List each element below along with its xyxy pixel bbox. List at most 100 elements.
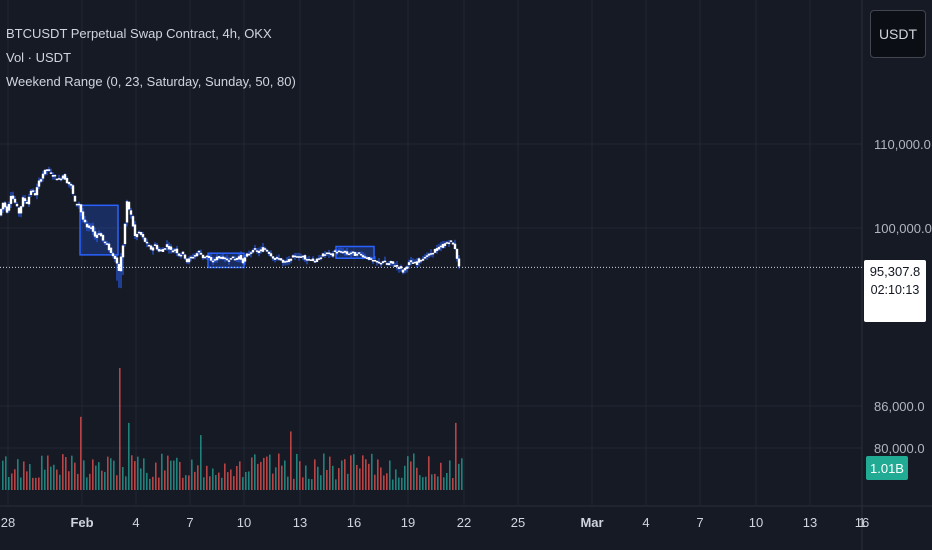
candle-body — [349, 252, 353, 255]
volume-bar — [62, 454, 64, 490]
volume-bar — [215, 475, 217, 490]
volume-bar — [344, 459, 346, 490]
candle-body — [421, 258, 425, 261]
volume-bar — [401, 477, 403, 490]
candle-body — [385, 263, 389, 265]
volume-bar — [194, 471, 196, 490]
candle-body — [419, 260, 423, 262]
candle-body — [181, 251, 185, 254]
volume-bar — [47, 455, 49, 490]
candle-body — [311, 258, 315, 262]
price-axis[interactable]: 110,000.0 100,000.0 86,000.0 80,000.0 — [874, 137, 932, 456]
volume-bar — [224, 463, 226, 490]
volume-bar — [404, 465, 406, 490]
candle-body — [57, 178, 61, 180]
volume-bar — [83, 460, 85, 490]
time-tick-label: 7 — [186, 515, 193, 530]
candle-body — [243, 257, 247, 262]
volume-bar — [128, 422, 130, 490]
volume-bar — [137, 456, 139, 490]
currency-button[interactable]: USDT — [870, 10, 926, 58]
weekend-range-indicator-title[interactable]: Weekend Range (0, 23, Saturday, Sunday, … — [6, 74, 296, 89]
candle-body — [267, 251, 271, 254]
candle-body — [451, 242, 455, 245]
volume-bar — [428, 456, 430, 490]
volume-indicator-title[interactable]: Vol · USDT — [6, 50, 72, 65]
candle-body — [377, 261, 381, 264]
symbol-title[interactable]: BTCUSDT Perpetual Swap Contract, 4h, OKX — [6, 26, 272, 41]
candle-body — [239, 255, 243, 260]
candle-body — [219, 256, 223, 259]
candle-body — [309, 259, 313, 262]
volume-bar — [44, 469, 46, 490]
time-tick-label: 28 — [1, 515, 15, 530]
time-tick-label: 16 — [855, 515, 869, 530]
candle-body — [209, 257, 213, 261]
volume-bar — [197, 465, 199, 490]
candle-body — [413, 261, 417, 264]
volume-bar — [179, 462, 181, 490]
volume-bar — [239, 461, 241, 490]
candle-body — [221, 256, 225, 260]
volume-bar — [383, 475, 385, 490]
candle-body — [373, 259, 377, 262]
candle-body — [281, 259, 285, 263]
volume-bar — [161, 453, 163, 490]
volume-bar — [257, 463, 259, 490]
candle-body — [241, 258, 245, 264]
candle-body — [323, 254, 327, 256]
volume-bar — [455, 422, 457, 490]
time-tick-label: 22 — [457, 515, 471, 530]
volume-bar — [98, 462, 100, 490]
candle-body — [347, 253, 351, 256]
candles — [0, 166, 461, 289]
volume-bar — [353, 454, 355, 490]
volume-value-label: 1.01B — [866, 456, 908, 480]
volume-bar — [296, 453, 298, 490]
candle-body — [3, 202, 7, 208]
candle-body — [43, 169, 47, 175]
candle-body — [51, 174, 55, 177]
volume-bar — [386, 473, 388, 490]
candle-body — [159, 249, 163, 252]
last-price-label: 95,307.8 02:10:13 — [864, 260, 926, 322]
candle-body — [395, 265, 399, 267]
volume-bar — [146, 472, 148, 490]
volume-bar — [395, 469, 397, 490]
time-tick-label: 7 — [696, 515, 703, 530]
candle-body — [431, 252, 435, 255]
candle-body — [215, 256, 219, 261]
candle-body — [423, 256, 427, 259]
candle-body — [417, 258, 421, 263]
candle-body — [329, 253, 333, 255]
candle-body — [217, 256, 221, 259]
candle-body — [79, 204, 83, 213]
time-tick-label: 4 — [642, 515, 649, 530]
candle-body — [313, 260, 317, 263]
candle-body — [365, 257, 369, 259]
time-tick-label: Feb — [70, 515, 93, 530]
volume-bar — [458, 463, 460, 490]
candle-body — [291, 255, 295, 258]
time-axis[interactable]: 28 Feb 4 7 10 13 16 19 22 25 Mar 4 7 10 13 161 — [1, 515, 869, 530]
candle-body — [225, 258, 229, 261]
candle-body — [45, 169, 49, 172]
candle-body — [103, 241, 107, 244]
candle-body — [387, 263, 391, 266]
candle-body — [65, 178, 69, 184]
candle-body — [211, 260, 215, 263]
candle-body — [279, 258, 283, 261]
candle-body — [71, 185, 75, 194]
volume-bar — [32, 477, 34, 490]
candle-body — [155, 244, 159, 250]
candle-body — [317, 258, 321, 260]
candle-body — [371, 260, 375, 262]
volume-bar — [221, 477, 223, 490]
volume-bar — [362, 455, 364, 490]
time-tick-label: 13 — [293, 515, 307, 530]
time-tick-label: 19 — [401, 515, 415, 530]
candle-body — [165, 244, 169, 248]
volume-bar — [290, 431, 292, 490]
